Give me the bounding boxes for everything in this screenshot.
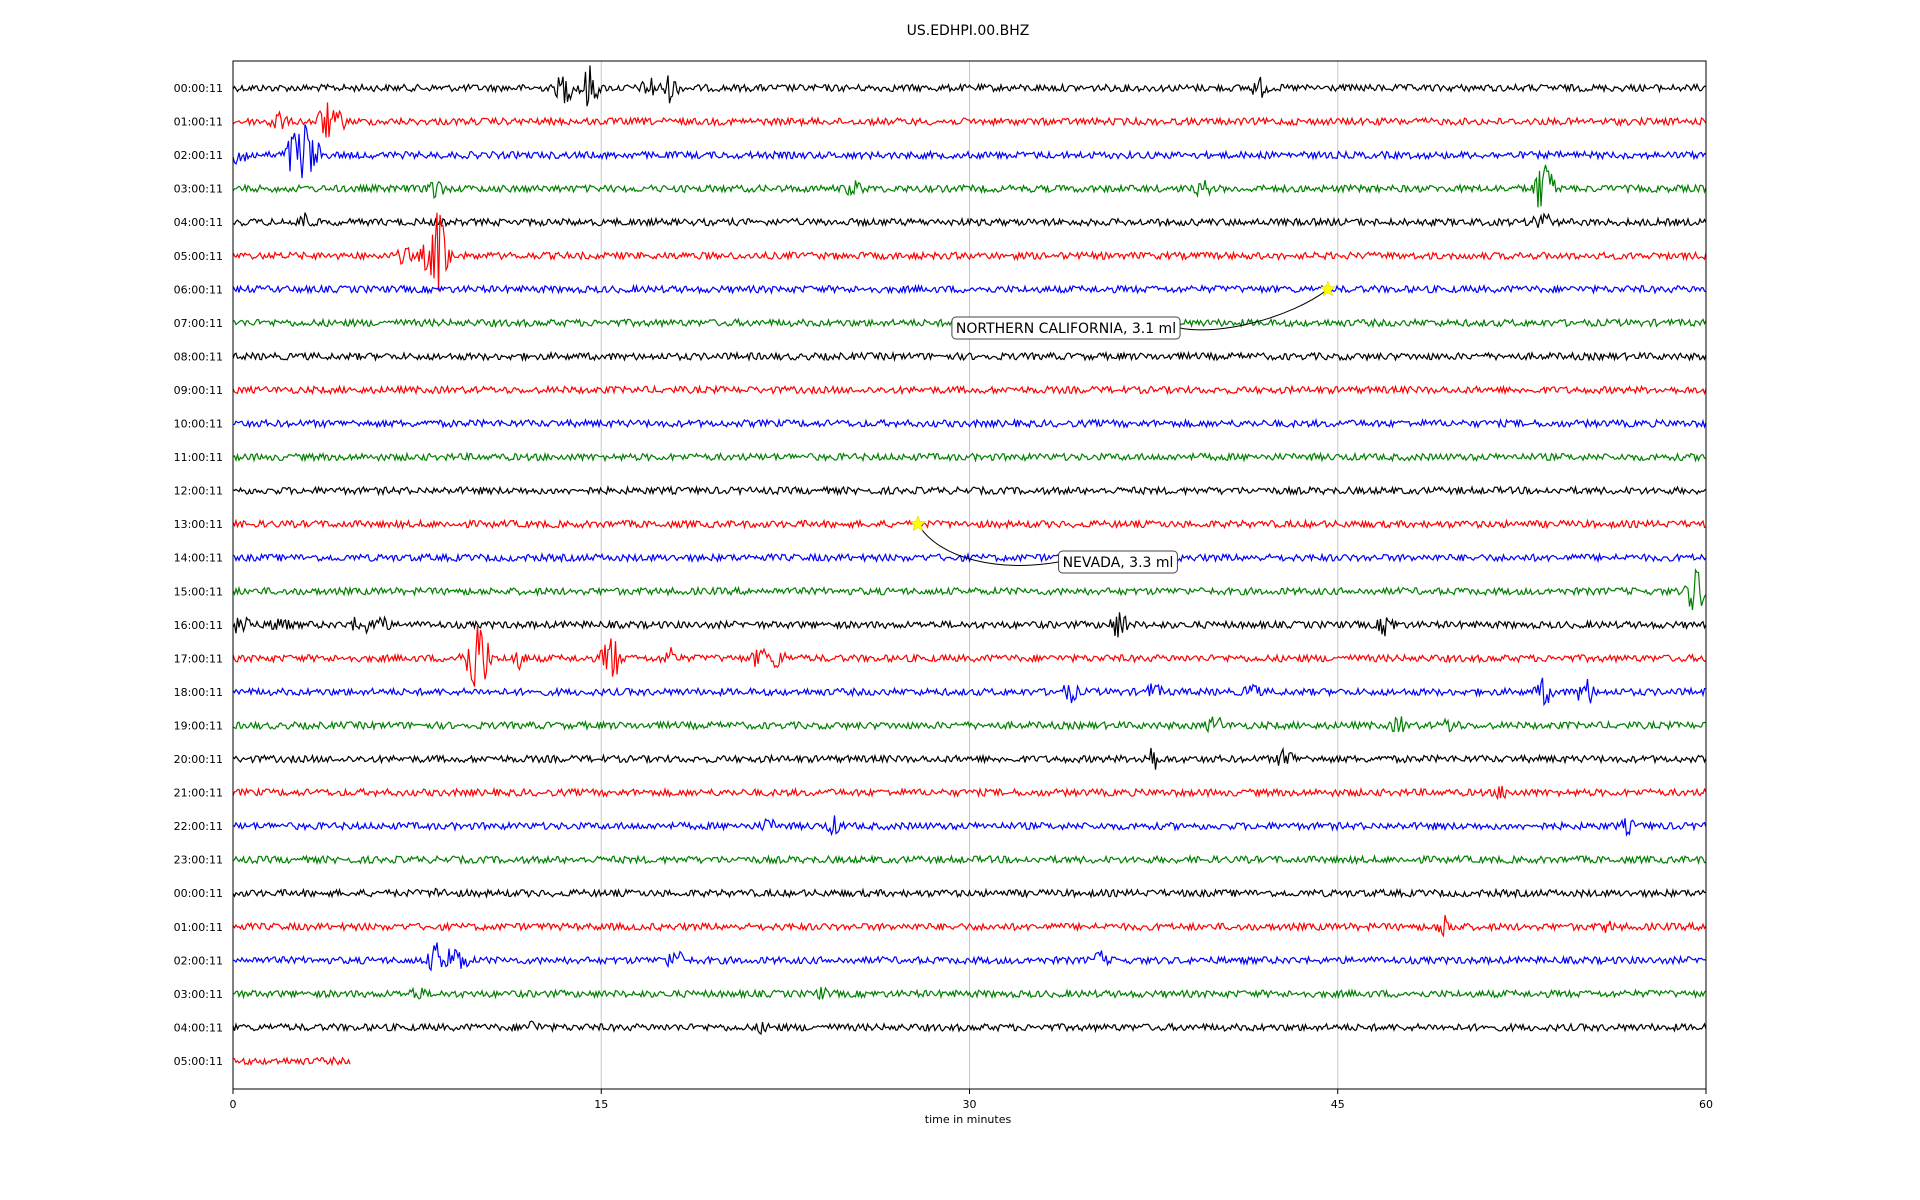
x-axis-ticks: 0 15 30 45 60 — [230, 1089, 1713, 1111]
vertical-gridlines — [600, 61, 1339, 1089]
trace-row — [232, 625, 1707, 687]
hour-label: 16:00:11 — [174, 619, 223, 632]
trace-row — [232, 283, 1707, 295]
trace-row — [232, 212, 1707, 228]
hour-label: 06:00:11 — [174, 283, 223, 296]
event-star-icon — [909, 515, 927, 532]
hour-label: 05:00:11 — [174, 1055, 223, 1068]
chart-title: US.EDHPI.00.BHZ — [907, 23, 1030, 39]
hour-row-labels: 00:00:11 01:00:11 02:00:11 03:00:11 04:00:11… — [174, 82, 223, 1068]
trace-row — [232, 1020, 1707, 1036]
hour-label: 00:00:11 — [174, 82, 223, 95]
hour-label: 14:00:11 — [174, 552, 223, 565]
trace-row — [232, 384, 1707, 396]
trace-row — [232, 815, 1707, 837]
trace-row — [232, 124, 1707, 179]
hour-label: 22:00:11 — [174, 820, 223, 833]
trace-row — [232, 350, 1707, 363]
x-tick-label: 15 — [594, 1098, 608, 1111]
event-annotation-box — [1058, 550, 1178, 574]
hour-label: 15:00:11 — [174, 585, 223, 598]
hour-label: 08:00:11 — [174, 350, 223, 363]
event-annotation-connector — [917, 523, 1059, 566]
hour-label: 09:00:11 — [174, 384, 223, 397]
x-tick-label: 60 — [1699, 1098, 1713, 1111]
hour-label: 23:00:11 — [174, 854, 223, 867]
hour-label: 17:00:11 — [174, 652, 223, 665]
trace-row — [232, 164, 1707, 208]
trace-row — [232, 65, 1707, 107]
hour-label: 10:00:11 — [174, 418, 223, 431]
hour-label: 07:00:11 — [174, 317, 223, 330]
trace-row — [232, 102, 1707, 138]
hour-label: 13:00:11 — [174, 518, 223, 531]
hour-label: 04:00:11 — [174, 216, 223, 229]
trace-row — [232, 484, 1707, 497]
trace-row — [232, 677, 1707, 707]
hour-label: 19:00:11 — [174, 719, 223, 732]
event-annotations: NORTHERN CALIFORNIA, 3.1 ml NEVADA, 3.3 m… — [909, 280, 1337, 574]
trace-row — [232, 417, 1707, 430]
event-annotation-connector — [1179, 288, 1329, 331]
seismogram-traces — [232, 65, 1707, 1067]
event-annotation-text: NORTHERN CALIFORNIA, 3.1 ml — [956, 321, 1176, 337]
hour-label: 01:00:11 — [174, 116, 223, 129]
hour-label: 03:00:11 — [174, 183, 223, 196]
x-tick-label: 0 — [230, 1098, 237, 1111]
hour-label: 20:00:11 — [174, 753, 223, 766]
trace-row — [232, 746, 1707, 770]
trace-row — [232, 612, 1707, 638]
trace-row — [232, 986, 1707, 1001]
trace-row — [232, 853, 1707, 866]
hour-label: 02:00:11 — [174, 954, 223, 967]
trace-row — [232, 518, 1707, 530]
trace-row — [232, 551, 1707, 564]
hour-label: 12:00:11 — [174, 485, 223, 498]
x-tick-label: 45 — [1331, 1098, 1345, 1111]
trace-row — [232, 568, 1707, 610]
hour-label: 21:00:11 — [174, 787, 223, 800]
trace-row — [232, 212, 1707, 291]
x-axis-label: time in minutes — [925, 1113, 1012, 1126]
event-annotation-text: NEVADA, 3.3 ml — [1063, 555, 1174, 571]
event-annotation-box — [951, 316, 1181, 340]
hour-label: 03:00:11 — [174, 988, 223, 1001]
hour-label: 05:00:11 — [174, 250, 223, 263]
trace-row — [232, 942, 1707, 972]
trace-row — [232, 914, 1707, 938]
trace-row — [232, 887, 1707, 900]
trace-row — [232, 1055, 351, 1067]
trace-row — [232, 451, 1707, 463]
hour-label: 01:00:11 — [174, 921, 223, 934]
x-tick-label: 30 — [963, 1098, 977, 1111]
hour-label: 11:00:11 — [174, 451, 223, 464]
event-star-icon — [1319, 280, 1337, 297]
trace-row — [232, 785, 1707, 801]
hour-label: 04:00:11 — [174, 1021, 223, 1034]
hour-label: 02:00:11 — [174, 149, 223, 162]
hour-label: 00:00:11 — [174, 887, 223, 900]
trace-row — [232, 716, 1707, 734]
hour-label: 18:00:11 — [174, 686, 223, 699]
